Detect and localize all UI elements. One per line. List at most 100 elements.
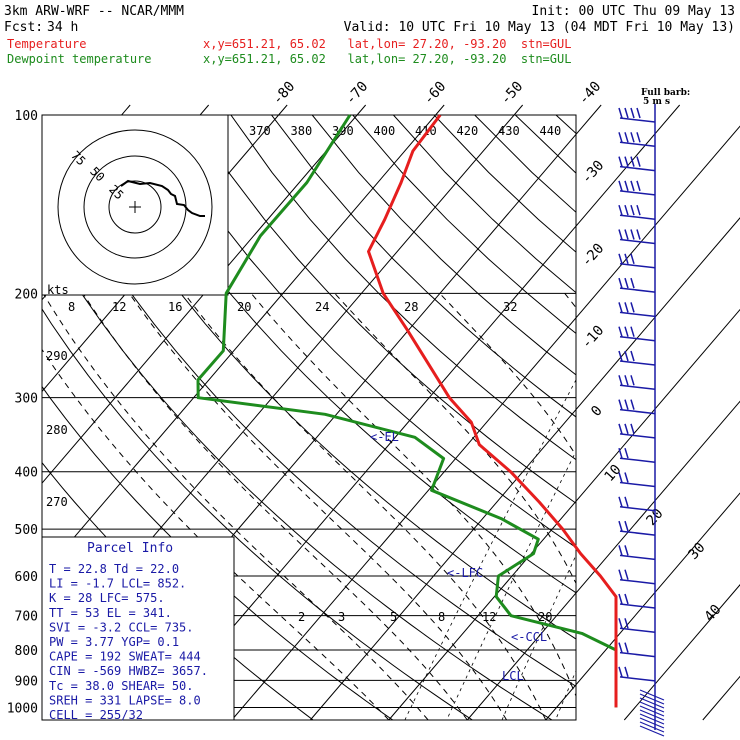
isotherm-label: -20	[579, 241, 608, 271]
wind-barb-flag	[618, 423, 623, 435]
theta-label: 420	[457, 124, 479, 138]
mixing-ratio-lines	[404, 293, 740, 720]
wind-barb-surface	[639, 717, 665, 729]
wind-barb-flag	[624, 156, 629, 167]
wind-barb-flag	[618, 375, 623, 386]
wind-barb-flag	[618, 520, 623, 532]
wind-barb-flag	[618, 399, 623, 410]
isotherm-label: -50	[498, 79, 527, 109]
dry-adiabat-line	[149, 115, 576, 549]
model-title: 3km ARW-WRF -- NCAR/MMM	[4, 4, 184, 19]
mixing-ratio-label: 20	[237, 300, 251, 314]
wind-barb-shaft	[619, 165, 656, 172]
wind-barb-flag	[624, 229, 629, 240]
wind-barb-flag	[618, 618, 623, 629]
wind-barb-flag	[624, 375, 629, 386]
pressure-tick-label: 700	[15, 610, 38, 625]
isotherm-label: -70	[343, 79, 372, 109]
wind-barb	[618, 326, 656, 342]
moist-adiabat-line	[564, 292, 576, 309]
wind-barb-flag	[624, 180, 629, 192]
pressure-tick-label: 500	[15, 523, 38, 538]
wind-barb-flag	[636, 229, 641, 240]
dry-adiabat-line	[42, 308, 473, 720]
dry-adiabat-line	[597, 115, 740, 720]
pressure-tick-label: 200	[15, 287, 38, 302]
theta-label: 290	[46, 349, 68, 363]
mixing-ratio-label: 20	[538, 610, 552, 624]
isotherm-label: -10	[579, 323, 608, 353]
wind-barb	[618, 350, 656, 366]
mixing-ratio-label: 2	[298, 610, 305, 624]
wind-barb	[618, 545, 656, 561]
isotherm-label: -30	[579, 158, 608, 188]
theta-label: 430	[498, 124, 520, 138]
wind-barb	[618, 642, 656, 658]
wind-barb	[618, 593, 656, 609]
isotherm-line	[309, 217, 740, 721]
parcel-info-row: CAPE = 192 SWEAT= 444	[49, 650, 201, 664]
theta-label: 380	[291, 124, 313, 138]
mixing-ratio-label: 5	[390, 610, 397, 624]
wind-barb-flag	[630, 107, 635, 119]
mixing-ratio-line	[446, 450, 576, 720]
wind-barb	[618, 204, 656, 220]
moist-adiabat-line	[688, 293, 740, 720]
wind-barb-flag	[636, 132, 641, 143]
hodograph: 75 50 25 kts	[41, 114, 229, 297]
theta-label: 440	[540, 124, 562, 138]
dry-adiabat-line	[719, 115, 740, 720]
dry-adiabat-line	[108, 115, 576, 594]
temperature-legend-label: Temperature	[7, 37, 86, 51]
wind-barb-flag	[630, 302, 635, 313]
wind-barb-flag	[636, 204, 641, 216]
isotherm-label: 30	[685, 540, 708, 563]
wind-barb	[618, 132, 656, 148]
isotherm-label: -60	[421, 79, 450, 109]
wind-barb	[618, 472, 656, 488]
mixing-ratio-label: 12	[112, 300, 126, 314]
mixing-ratio-line	[404, 378, 576, 720]
wind-barb	[618, 229, 656, 245]
wind-barb-shaft	[619, 287, 656, 293]
pressure-tick-label: 1000	[7, 701, 38, 716]
dry-adiabat-line	[189, 115, 576, 504]
wind-barb-flag	[630, 277, 635, 289]
wind-barb-flag	[618, 642, 623, 653]
wind-barb-surface	[639, 713, 665, 725]
pressure-tick-label: 900	[15, 674, 38, 689]
isotherm-label: -40	[576, 79, 605, 109]
mixing-ratio-line	[555, 669, 576, 720]
pressure-tick-label: 400	[15, 466, 38, 481]
wind-barb-shaft	[619, 360, 656, 366]
parcel-info-row: PW = 3.77 YGP= 0.1	[49, 635, 179, 649]
wind-barb	[618, 180, 656, 196]
moist-adiabat-line	[439, 292, 576, 457]
mixing-ratio-label: 28	[404, 300, 418, 314]
mixing-ratio-label: 12	[482, 610, 496, 624]
wind-barb-flag	[630, 204, 635, 216]
theta-label: 280	[46, 423, 68, 437]
wind-barb-flag	[618, 204, 623, 216]
wind-barb-flag	[624, 132, 629, 143]
valid-time: Valid: 10 UTC Fri 10 May 13 (04 MDT Fri …	[344, 20, 735, 35]
wind-barb-flag	[618, 350, 623, 362]
dry-adiabat-line	[67, 115, 576, 640]
dewpoint-legend-meta: x,y=651.21, 65.02 lat,lon= 27.20, -93.20…	[203, 52, 571, 66]
wind-barb-shaft	[619, 311, 656, 318]
isotherm-line	[152, 104, 681, 721]
mixing-ratio-labels: 8 12 16 20 24 28 32 2 3 5 8 12 20	[68, 300, 552, 624]
ccl-marker: <-CCL	[511, 630, 547, 644]
wind-barb-flag	[624, 618, 629, 629]
wind-barb-flag	[624, 569, 629, 580]
wind-barb-flag	[618, 569, 623, 580]
wind-barb	[618, 423, 656, 439]
mixing-ratio-line	[729, 293, 740, 720]
wind-barb-flag	[624, 666, 629, 678]
wind-barb-shaft	[619, 603, 656, 609]
pressure-tick-label: 800	[15, 644, 38, 659]
wind-barb-flag	[636, 156, 641, 167]
wind-barb-shaft	[619, 335, 656, 342]
fcst-label: Fcst:	[4, 20, 43, 35]
wind-barb-surface	[639, 697, 665, 709]
